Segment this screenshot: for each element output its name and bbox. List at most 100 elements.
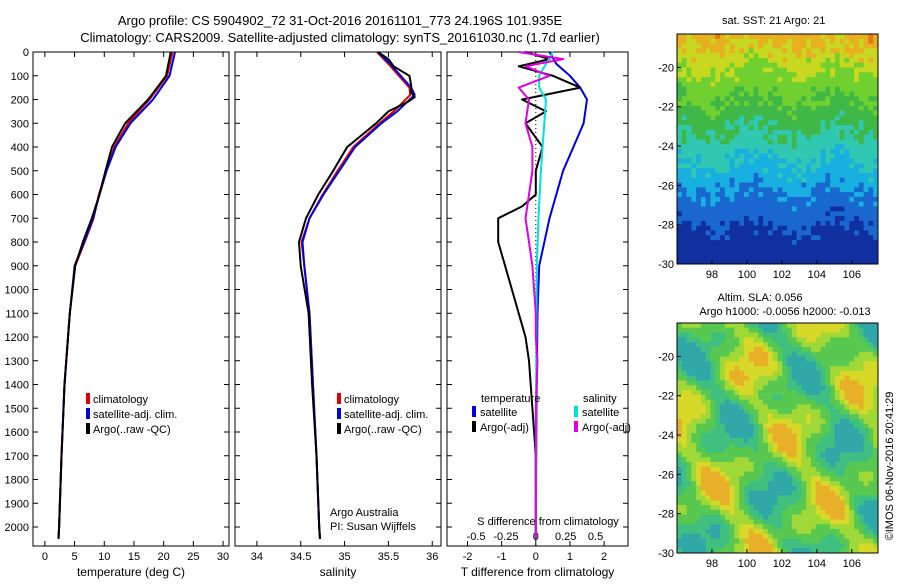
- map-cell: [791, 259, 798, 264]
- map-cell: [834, 433, 841, 439]
- map-cell: [844, 259, 850, 264]
- map-cell: [820, 38, 826, 45]
- map-cell: [839, 86, 846, 93]
- map-cell: [744, 495, 750, 501]
- map-cell: [691, 86, 697, 93]
- map-cell: [787, 414, 793, 420]
- map-cell: [782, 447, 788, 453]
- map-cell: [806, 53, 812, 59]
- map-cell: [739, 187, 745, 193]
- map-cell: [811, 259, 817, 264]
- map-cell: [729, 514, 736, 521]
- map-cell: [715, 249, 721, 256]
- map-cell: [839, 134, 846, 141]
- map-cell: [696, 485, 702, 492]
- map-cell: [873, 110, 878, 117]
- map-cell: [748, 505, 755, 511]
- map-cell: [868, 375, 874, 382]
- map-cell: [815, 206, 822, 212]
- map-cell: [710, 519, 716, 525]
- map-cell: [700, 153, 707, 160]
- map-cell: [729, 366, 736, 372]
- map-cell: [753, 105, 759, 112]
- map-cell: [767, 519, 774, 525]
- map-cell: [729, 447, 736, 453]
- map-cell: [815, 452, 822, 458]
- map-cell: [796, 53, 803, 59]
- map-cell: [744, 366, 750, 372]
- map-cell: [758, 72, 764, 78]
- map-cell: [863, 34, 870, 40]
- map-cell: [801, 414, 807, 420]
- map-cell: [686, 86, 692, 93]
- map-cell: [777, 346, 783, 353]
- map-cell: [724, 490, 731, 497]
- map-cell: [691, 385, 697, 391]
- map-cell: [677, 519, 683, 525]
- map-cell: [734, 72, 740, 78]
- map-cell: [801, 423, 807, 430]
- map-cell: [873, 538, 878, 545]
- map-cell: [873, 259, 878, 264]
- map-cell: [815, 43, 822, 49]
- map-cell: [715, 533, 721, 540]
- map-cell: [715, 375, 721, 382]
- map-cell: [710, 471, 716, 477]
- map-cell: [753, 524, 759, 530]
- map-cell: [782, 433, 788, 439]
- map-cell: [825, 394, 831, 401]
- map-cell: [715, 254, 721, 260]
- map-cell: [811, 38, 817, 45]
- map-cell: [858, 380, 865, 386]
- map-cell: [839, 375, 846, 382]
- map-cell: [729, 72, 736, 78]
- map-cell: [696, 235, 702, 241]
- map-cell: [873, 211, 878, 217]
- map-cell: [710, 43, 716, 49]
- map-cell: [710, 67, 716, 73]
- map-cell: [820, 110, 826, 117]
- map-cell: [854, 519, 860, 525]
- map-cell: [777, 418, 783, 425]
- map-cell: [849, 158, 855, 164]
- map-cell: [787, 452, 793, 458]
- map-cell: [734, 201, 740, 208]
- map-cell: [724, 409, 731, 415]
- map-cell: [744, 216, 750, 222]
- map-cell: [815, 110, 822, 117]
- map-cell: [858, 182, 865, 188]
- map-cell: [849, 230, 855, 236]
- map-cell: [868, 414, 874, 420]
- map-cell: [854, 62, 860, 69]
- map-cell: [748, 442, 755, 449]
- map-cell: [710, 57, 716, 64]
- map-cell: [830, 461, 836, 468]
- map-cell: [739, 404, 745, 410]
- map-cell: [844, 414, 850, 420]
- map-cell: [858, 72, 865, 78]
- map-cell: [715, 192, 721, 198]
- map-cell: [729, 153, 736, 160]
- map-cell: [724, 34, 731, 40]
- map-cell: [868, 158, 874, 164]
- map-cell: [724, 220, 731, 227]
- map-cell: [700, 144, 707, 150]
- map-cell: [858, 466, 865, 473]
- map-cell: [691, 438, 697, 444]
- map-frame: [676, 322, 879, 554]
- map-cell: [806, 529, 812, 535]
- map-cell: [710, 476, 716, 482]
- map-cell: [696, 323, 702, 329]
- map-cell: [858, 490, 865, 497]
- map-cell: [854, 249, 860, 256]
- map-cell: [830, 524, 836, 530]
- map-cell: [691, 428, 697, 434]
- map-cell: [686, 495, 692, 501]
- map-cell: [767, 466, 774, 473]
- map-cell: [681, 399, 688, 406]
- map-cell: [863, 519, 870, 525]
- map-cell: [720, 356, 726, 362]
- map-cell: [691, 442, 697, 449]
- map-cell: [844, 332, 850, 338]
- map-cell: [700, 105, 707, 112]
